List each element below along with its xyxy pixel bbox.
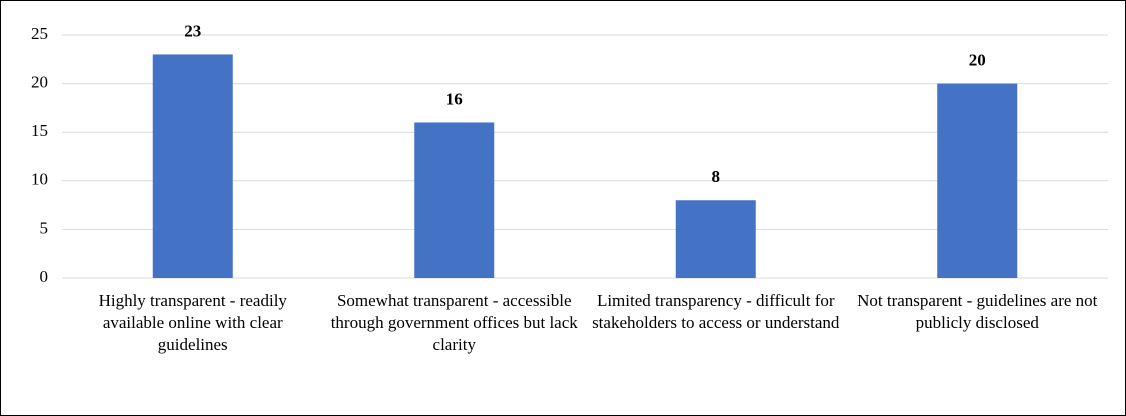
x-tick-label: Not transparent - guidelines are not pub… xyxy=(857,291,1098,332)
y-tick-label: 0 xyxy=(40,267,49,286)
x-tick-label: Somewhat transparent - accessible throug… xyxy=(330,291,578,354)
y-tick-label: 25 xyxy=(31,24,48,43)
bar xyxy=(414,122,495,278)
data-label: 23 xyxy=(184,21,201,40)
data-label: 16 xyxy=(446,89,463,108)
data-label: 20 xyxy=(969,51,986,70)
data-label: 8 xyxy=(712,167,721,186)
y-tick-label: 10 xyxy=(31,170,48,189)
x-tick-label: Limited transparency - difficult for sta… xyxy=(592,291,840,332)
y-tick-label: 15 xyxy=(31,121,48,140)
bar xyxy=(675,200,756,278)
bar xyxy=(937,83,1018,278)
y-tick-label: 5 xyxy=(40,218,49,237)
y-tick-label: 20 xyxy=(31,73,48,92)
x-tick-label: Highly transparent - readily available o… xyxy=(98,291,287,354)
bar xyxy=(152,54,233,278)
